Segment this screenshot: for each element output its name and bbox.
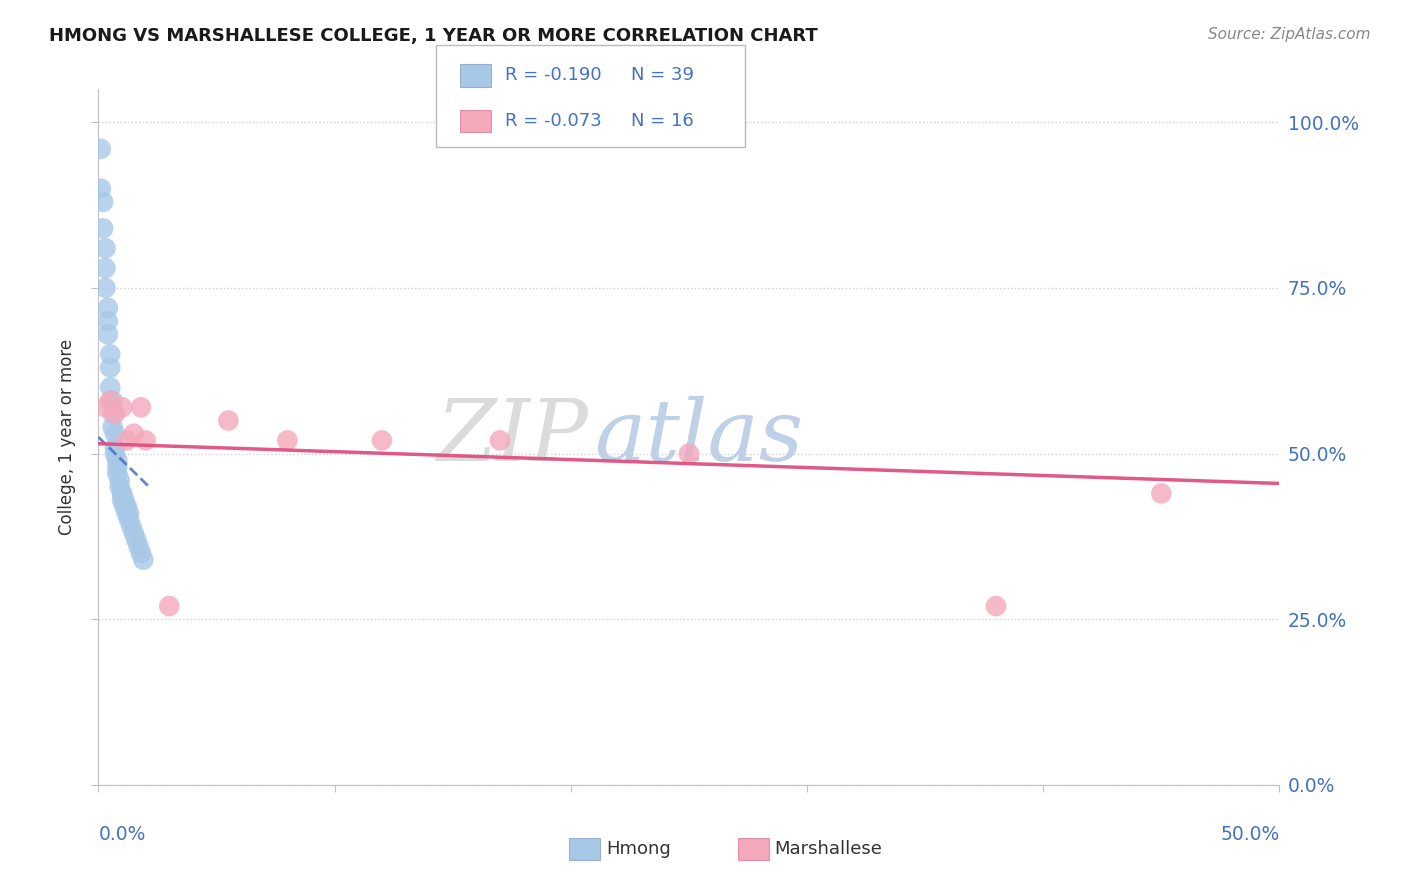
Point xyxy=(101,393,124,408)
Point xyxy=(115,506,138,520)
Point xyxy=(108,480,131,494)
Y-axis label: College, 1 year or more: College, 1 year or more xyxy=(58,339,76,535)
Point xyxy=(118,506,141,520)
Point xyxy=(276,434,298,448)
Point xyxy=(1150,486,1173,500)
Point xyxy=(94,241,117,255)
Point xyxy=(118,513,141,527)
Point xyxy=(98,393,121,408)
Text: Source: ZipAtlas.com: Source: ZipAtlas.com xyxy=(1208,27,1371,42)
Text: N = 16: N = 16 xyxy=(631,112,695,130)
Point xyxy=(129,401,152,415)
Text: Marshallese: Marshallese xyxy=(775,840,883,858)
Point xyxy=(91,221,114,235)
Point xyxy=(111,486,134,500)
Text: R = -0.190: R = -0.190 xyxy=(505,66,602,84)
Point xyxy=(91,194,114,209)
Text: N = 39: N = 39 xyxy=(631,66,695,84)
Point xyxy=(98,380,121,394)
Point xyxy=(129,546,152,560)
Point xyxy=(94,281,117,295)
Point xyxy=(128,540,150,554)
Point xyxy=(94,401,117,415)
Point xyxy=(132,552,155,566)
Point xyxy=(104,426,127,441)
Point xyxy=(122,526,145,541)
Point xyxy=(121,519,143,533)
Point xyxy=(98,347,121,361)
Point xyxy=(125,533,148,547)
Point xyxy=(90,142,112,156)
Text: 50.0%: 50.0% xyxy=(1220,825,1279,844)
Point xyxy=(101,420,124,434)
Point xyxy=(108,473,131,487)
Point xyxy=(105,453,128,467)
Text: 0.0%: 0.0% xyxy=(98,825,146,844)
Point xyxy=(97,301,120,315)
Point xyxy=(217,413,239,427)
Text: Hmong: Hmong xyxy=(606,840,671,858)
Point xyxy=(112,493,135,508)
Point xyxy=(678,447,700,461)
Point xyxy=(98,360,121,375)
Point xyxy=(97,327,120,342)
Point xyxy=(371,434,394,448)
Point xyxy=(157,599,180,613)
Point xyxy=(104,447,127,461)
Point xyxy=(104,440,127,454)
Point xyxy=(489,434,512,448)
Text: atlas: atlas xyxy=(595,396,804,478)
Point xyxy=(105,459,128,474)
Point xyxy=(135,434,157,448)
Point xyxy=(104,407,127,421)
Point xyxy=(90,181,112,195)
Point xyxy=(984,599,1007,613)
Point xyxy=(112,500,135,514)
Point xyxy=(115,434,138,448)
Point xyxy=(105,467,128,481)
Text: HMONG VS MARSHALLESE COLLEGE, 1 YEAR OR MORE CORRELATION CHART: HMONG VS MARSHALLESE COLLEGE, 1 YEAR OR … xyxy=(49,27,818,45)
Text: R = -0.073: R = -0.073 xyxy=(505,112,602,130)
Point xyxy=(122,426,145,441)
Text: ZIP: ZIP xyxy=(437,396,589,478)
Point xyxy=(94,261,117,276)
Point xyxy=(111,486,134,500)
Point xyxy=(101,407,124,421)
Point xyxy=(111,401,134,415)
Point xyxy=(97,314,120,328)
Point xyxy=(111,493,134,508)
Point xyxy=(115,500,138,514)
